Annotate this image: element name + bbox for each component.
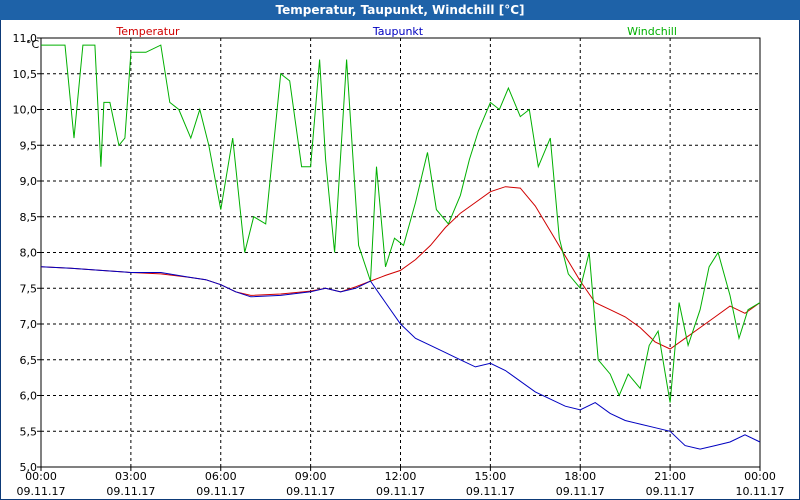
legend: Temperatur Taupunkt Windchill — [115, 25, 677, 38]
y-tick-label: 8,5 — [20, 211, 38, 224]
x-tick-date: 10.11.17 — [736, 485, 785, 498]
legend-entry-windchill: Windchill — [627, 25, 677, 38]
y-tick-label: 7,5 — [20, 282, 38, 295]
y-tick-label: 10,0 — [13, 104, 38, 117]
y-tick-label: 9,0 — [20, 175, 38, 188]
plot-area — [40, 37, 761, 468]
y-tick-label: 6,5 — [20, 354, 38, 367]
x-tick-date: 09.11.17 — [376, 485, 425, 498]
x-tick-time: 00:00 — [744, 470, 776, 483]
x-tick-time: 06:00 — [205, 470, 237, 483]
x-axis-ticks: 00:00 09.11.17 03:00 09.11.17 06:00 09.11.17 0… — [17, 467, 785, 498]
x-tick-date: 09.11.17 — [466, 485, 515, 498]
y-tick-label: 9,5 — [20, 139, 38, 152]
x-tick-date: 09.11.17 — [17, 485, 66, 498]
series-lines — [40, 44, 761, 450]
y-tick-label: 8,0 — [20, 247, 38, 260]
y-axis-unit: °C — [26, 38, 40, 51]
y-tick-label: 5,0 — [20, 461, 38, 474]
x-tick-date: 09.11.17 — [196, 485, 245, 498]
series-line-taupunkt — [40, 266, 761, 450]
x-tick-date: 09.11.17 — [646, 485, 695, 498]
y-tick-label: 5,5 — [20, 425, 38, 438]
legend-entry-taupunkt: Taupunkt — [372, 25, 424, 38]
y-tick-label: 10,5 — [13, 68, 38, 81]
x-tick-time: 00:00 — [25, 470, 57, 483]
y-tick-label: 11,0 — [13, 32, 38, 45]
y-tick-label: 7,0 — [20, 318, 38, 331]
x-tick-date: 09.11.17 — [286, 485, 335, 498]
x-tick-time: 21:00 — [654, 470, 686, 483]
chart-title: Temperatur, Taupunkt, Windchill [°C] — [0, 0, 800, 20]
x-tick-time: 15:00 — [475, 470, 507, 483]
grid-lines — [41, 38, 760, 467]
y-tick-label: 6,0 — [20, 390, 38, 403]
y-axis-ticks: 11,0 10,5 10,0 9,5 9,0 8,5 8,0 7,5 7,0 6,5 6,0 5,5 5… — [13, 32, 41, 474]
legend-entry-temperatur: Temperatur — [115, 25, 180, 38]
x-tick-date: 09.11.17 — [556, 485, 605, 498]
x-tick-date: 09.11.17 — [106, 485, 155, 498]
x-tick-time: 03:00 — [115, 470, 147, 483]
x-tick-time: 18:00 — [564, 470, 596, 483]
x-tick-time: 09:00 — [295, 470, 327, 483]
x-tick-time: 12:00 — [385, 470, 417, 483]
series-line-windchill — [41, 44, 761, 403]
